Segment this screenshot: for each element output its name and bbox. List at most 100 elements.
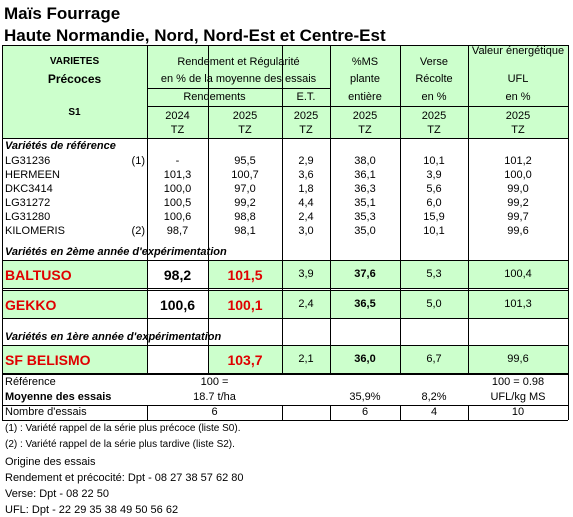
- cell-value: 99,6: [507, 225, 529, 237]
- header-site: TZ: [238, 124, 252, 136]
- title: Maïs Fourrage: [4, 4, 121, 23]
- rule: [400, 45, 401, 374]
- cell-value: 36,1: [354, 169, 376, 181]
- cell-value: 2,1: [298, 353, 314, 365]
- cell-bg: [148, 260, 208, 288]
- header-label: VARIETES: [49, 56, 100, 67]
- header-label: %MS: [351, 56, 379, 68]
- cell-value: 2,4: [298, 298, 314, 310]
- header-site: TZ: [170, 124, 185, 136]
- rule: [2, 45, 568, 46]
- cell-value: 2,4: [298, 211, 314, 223]
- cell-value: 101,2: [504, 155, 532, 167]
- cell-value: 4,4: [298, 197, 314, 209]
- footnote: (2) : Variété rappel de la série plus ta…: [5, 439, 235, 450]
- rule: [2, 374, 3, 405]
- cell-value: 35,0: [354, 225, 376, 237]
- cell-value: 95,5: [234, 155, 256, 167]
- cell-value: 99,2: [234, 197, 256, 209]
- summary-value: 6: [361, 406, 369, 418]
- header-year: 2025: [352, 110, 378, 122]
- cell-value: 100,0: [163, 183, 192, 195]
- header-label: S1: [68, 107, 81, 118]
- header-label: plante: [350, 73, 380, 85]
- cell-value: 5,6: [426, 183, 442, 195]
- variety-name: SF BELISMO: [5, 352, 91, 368]
- rule: [2, 345, 568, 346]
- cell-value: 10,1: [423, 155, 445, 167]
- header-label: Valeur énergétique: [471, 45, 565, 57]
- cell-value: 35,1: [354, 197, 376, 209]
- cell-value: 99,7: [507, 211, 529, 223]
- header-year: 2025: [293, 110, 319, 122]
- origin-line: Origine des essais: [5, 456, 96, 468]
- cell-value: 36,3: [354, 183, 376, 195]
- cell-value: 100,6: [163, 211, 192, 223]
- footnote: (1) : Variété rappel de la série plus pr…: [5, 423, 241, 434]
- rule: [2, 405, 568, 406]
- header-year: 2025: [232, 110, 258, 122]
- rule: [468, 405, 469, 420]
- rule: [208, 45, 209, 374]
- rule: [2, 45, 3, 374]
- rule: [330, 405, 331, 420]
- cell-bg: [2, 45, 568, 138]
- origin-line: UFL: Dpt - 22 29 35 38 49 50 56 62: [5, 504, 179, 516]
- header-label: Rendements: [183, 91, 246, 103]
- header-label: Récolte: [415, 73, 453, 85]
- origin-line: Rendement et précocité: Dpt - 08 27 38 5…: [5, 472, 244, 484]
- variety-name: LG31280: [5, 211, 51, 223]
- cell-value: 2,9: [298, 155, 314, 167]
- cell-bg: [148, 345, 208, 373]
- section-title: Variétés de référence: [5, 140, 116, 152]
- rule: [468, 45, 469, 374]
- header-site: TZ: [358, 124, 372, 136]
- cell-value: 101,3: [163, 169, 192, 181]
- rule: [147, 405, 148, 420]
- summary-value: 18.7 t/ha: [193, 391, 236, 403]
- cell-value: 100,0: [504, 169, 532, 181]
- header-site: TZ: [511, 124, 525, 136]
- cell-value: 98,7: [166, 225, 189, 237]
- cell-value: 3,0: [298, 225, 314, 237]
- section-title: Variétés en 1ère année d'expérimentation: [5, 331, 222, 343]
- cell-value: 5,0: [426, 298, 442, 310]
- header-label: entière: [348, 91, 382, 103]
- rule: [282, 45, 283, 374]
- rule: [2, 290, 568, 291]
- header-label: E.T.: [296, 91, 316, 103]
- cell-value: 6,7: [426, 353, 442, 365]
- rule: [2, 138, 568, 139]
- cell-value: 5,3: [426, 268, 442, 280]
- cell-value: 101,5: [227, 267, 263, 283]
- header-year: 2024: [165, 110, 190, 122]
- cell-value: 103,7: [227, 352, 263, 368]
- cell-value: 100,6: [159, 297, 196, 313]
- header-year: 2025: [505, 110, 531, 122]
- cell-value: 99,6: [507, 353, 529, 365]
- cell-value: 6,0: [426, 197, 442, 209]
- cell-value: -: [175, 155, 180, 167]
- rule: [568, 374, 569, 405]
- cell-value: 3,6: [298, 169, 314, 181]
- rule: [147, 106, 568, 107]
- rule: [2, 405, 3, 420]
- summary-label: Moyenne des essais: [5, 391, 112, 403]
- rule: [147, 88, 330, 89]
- cell-bg: [148, 290, 208, 318]
- summary-value: 6: [211, 406, 218, 418]
- variety-note: (2): [131, 225, 145, 237]
- cell-value: 99,0: [507, 183, 529, 195]
- cell-value: 100,7: [231, 169, 259, 181]
- summary-label: Référence: [5, 376, 56, 388]
- cell-value: 98,2: [163, 267, 192, 283]
- summary-value: 35,9%: [349, 391, 381, 403]
- header-label: Rendement et Régularité: [177, 56, 300, 68]
- cell-value: 37,6: [354, 268, 376, 280]
- cell-value: 15,9: [423, 211, 445, 223]
- cell-value: 36,0: [354, 353, 376, 365]
- cell-bg: [2, 260, 568, 288]
- cell-value: 38,0: [354, 155, 376, 167]
- cell-value: 101,3: [504, 298, 532, 310]
